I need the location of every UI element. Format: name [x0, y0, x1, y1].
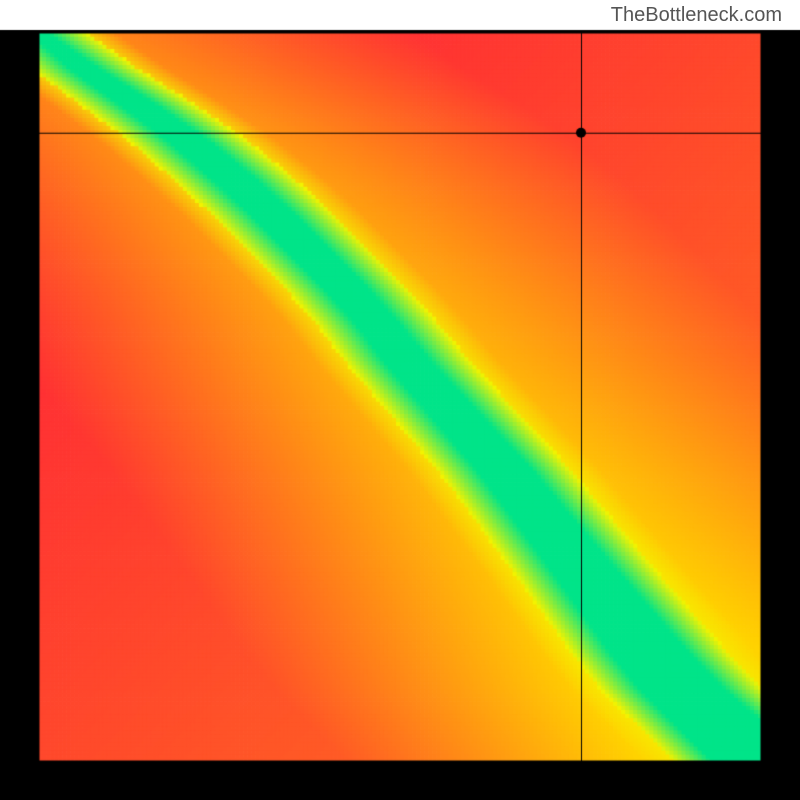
attribution-label: TheBottleneck.com: [611, 4, 782, 27]
chart-container: TheBottleneck.com: [0, 0, 800, 800]
bottleneck-heatmap: [0, 0, 800, 800]
